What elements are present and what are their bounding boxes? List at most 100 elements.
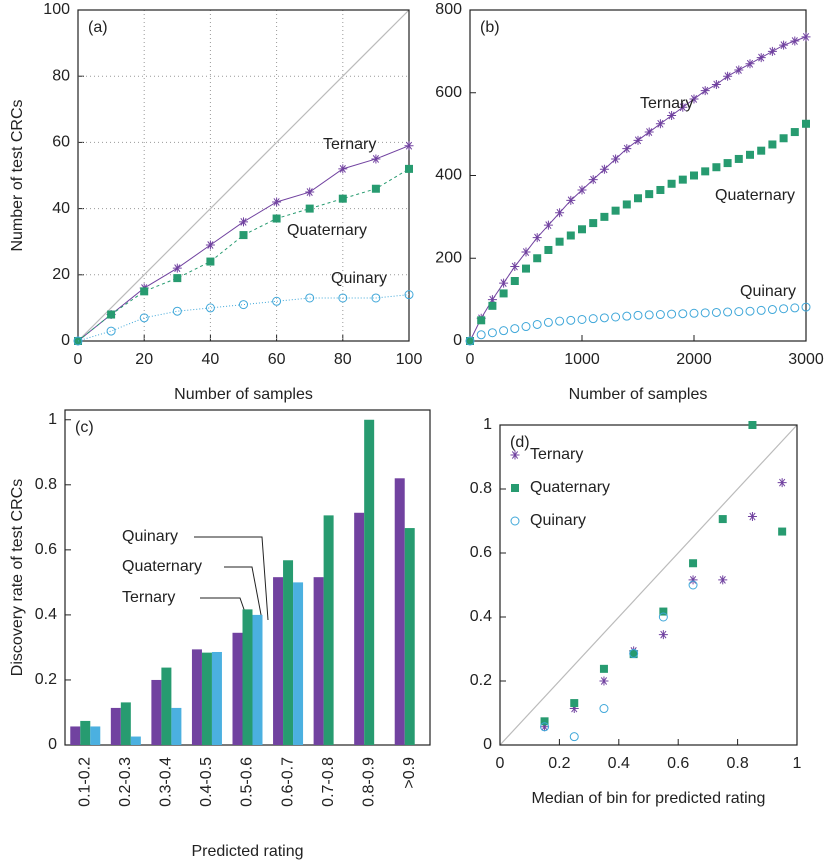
bar (293, 582, 304, 745)
panel-label: (c) (75, 419, 94, 436)
marker (802, 119, 810, 128)
bar (364, 419, 375, 745)
y-axis-label: Number of test CRCs (9, 99, 26, 251)
marker (272, 296, 282, 306)
series-label: Ternary (323, 136, 376, 153)
marker (588, 175, 598, 185)
marker (510, 516, 520, 526)
x-tick-label: 20 (135, 351, 153, 368)
marker (757, 146, 766, 155)
x-axis-label: Median of bin for predicted rating (532, 790, 766, 807)
marker (658, 612, 668, 622)
plot-frame (499, 424, 798, 746)
bar (191, 649, 202, 745)
x-tick-label: 0 (496, 755, 505, 772)
y-tick-label: 100 (43, 1, 70, 18)
y-tick-label: 400 (435, 167, 462, 184)
marker (404, 141, 414, 151)
marker (748, 421, 757, 429)
marker (532, 319, 542, 329)
marker (107, 310, 116, 319)
marker (533, 254, 542, 263)
marker (106, 326, 116, 336)
panel-label: (b) (480, 19, 500, 36)
marker (723, 159, 732, 168)
marker (371, 293, 381, 303)
marker (718, 575, 728, 585)
marker (405, 164, 413, 173)
marker (510, 450, 520, 460)
y-tick-label: 0.8 (470, 480, 492, 497)
marker (678, 102, 688, 112)
bar (404, 528, 415, 745)
x-tick-label: 0.4-0.5 (198, 757, 215, 807)
marker (734, 307, 744, 317)
marker (801, 32, 811, 42)
marker (305, 187, 315, 197)
y-tick-label: 40 (52, 200, 70, 217)
bar (211, 651, 222, 745)
marker (655, 310, 665, 320)
marker (633, 310, 643, 320)
marker (611, 312, 621, 322)
x-tick-label: 1 (793, 755, 802, 772)
y-tick-label: 1 (483, 416, 492, 433)
series-line (77, 168, 410, 342)
series-label: Quinary (740, 283, 796, 300)
marker (599, 164, 609, 174)
y-tick-label: 0.2 (35, 671, 57, 688)
y-tick-label: 0.4 (35, 606, 57, 623)
marker (723, 307, 733, 317)
x-tick-label: 0 (466, 351, 475, 368)
marker (599, 313, 609, 323)
marker (338, 194, 347, 203)
x-tick-label: 0.1-0.2 (76, 757, 93, 807)
bar (354, 512, 365, 745)
marker (239, 300, 248, 310)
marker (767, 305, 777, 315)
marker (756, 305, 766, 315)
marker (629, 648, 639, 658)
bar (110, 707, 121, 745)
marker (239, 217, 248, 227)
x-tick-label: 60 (268, 351, 286, 368)
x-tick-label: 0 (74, 351, 83, 368)
x-axis-label: Number of samples (174, 386, 313, 403)
marker (629, 650, 638, 659)
marker (700, 308, 710, 318)
marker (790, 128, 799, 137)
marker (140, 287, 149, 296)
marker (734, 154, 743, 163)
marker (688, 580, 698, 590)
marker (239, 231, 248, 240)
marker (655, 119, 665, 129)
marker (718, 515, 727, 524)
x-tick-label: 100 (396, 351, 423, 368)
y-tick-label: 800 (435, 1, 462, 18)
reference-diagonal (77, 9, 410, 342)
y-tick-label: 1 (48, 411, 57, 428)
marker (566, 195, 576, 205)
marker (734, 65, 744, 75)
legend-label: Quinary (530, 512, 586, 529)
bar (273, 577, 284, 745)
marker (622, 144, 632, 154)
bar (70, 726, 81, 745)
bar (283, 560, 294, 745)
marker (305, 204, 314, 213)
marker (667, 309, 677, 319)
marker (173, 274, 182, 283)
marker (555, 208, 565, 218)
bar (130, 736, 141, 745)
marker (689, 308, 699, 318)
marker (611, 154, 621, 164)
bar (161, 667, 172, 745)
bar (242, 609, 253, 745)
bar (201, 652, 212, 745)
marker (712, 163, 721, 172)
marker (305, 293, 315, 303)
y-tick-label: 0 (61, 332, 70, 349)
x-tick-label: 2000 (676, 351, 712, 368)
marker (404, 290, 414, 300)
